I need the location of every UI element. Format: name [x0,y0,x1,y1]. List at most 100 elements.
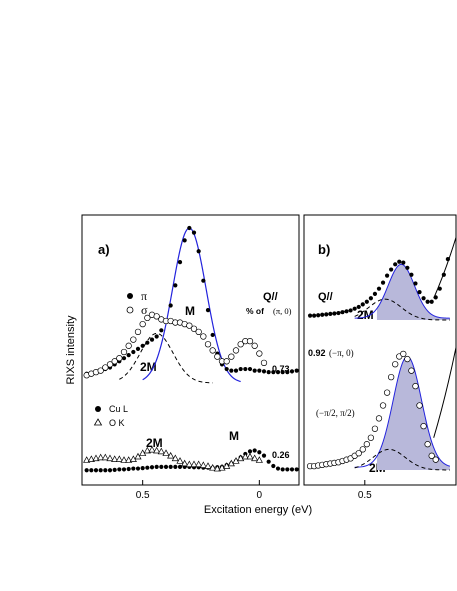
point-π-42 [280,370,285,375]
point-π-27 [210,332,215,338]
point-b-series1-16 [371,425,379,432]
point-cu-l-35 [247,449,253,454]
point-π-10 [131,349,136,355]
point-π-38 [261,369,267,374]
point-cu-l-13 [145,465,150,470]
point-b-series1-30 [428,452,435,459]
point-cu-l-42 [280,467,285,472]
point-σ-3 [97,367,104,374]
q-subheader: % of [246,306,264,316]
point-π-9 [126,353,131,358]
point-cu-l-14 [149,465,155,470]
point-b-series0-4 [324,312,329,317]
point-b-series1-19 [383,389,391,396]
point-σ-26 [204,341,212,348]
point-b-series0-0 [307,313,313,318]
b-top-m-shaded-area [376,264,450,320]
point-o-k-20 [176,457,184,464]
point-cu-l-3 [98,468,103,473]
point-o-k-19 [171,454,179,462]
b-bottom-m-curve [354,355,451,468]
point-b-series0-11 [352,306,357,311]
point-cu-l-41 [275,466,281,471]
point-b-series0-27 [417,290,422,295]
point-b-series1-24 [404,355,411,363]
point-b-series1-27 [416,402,423,409]
point-b-series1-13 [359,446,366,453]
point-o-k-26 [204,462,212,469]
point-b-series0-24 [405,265,410,270]
point-σ-24 [195,328,202,336]
legend-cul-label: Cu L [109,404,128,414]
point-o-k-2 [92,454,100,462]
point-o-k-37 [255,456,263,463]
point-b-series1-29 [424,441,431,448]
point-σ-30 [223,358,230,365]
point-o-k-14 [148,445,156,453]
point-b-series1-25 [408,367,415,374]
point-b-series0-23 [401,260,406,265]
point-cu-l-7 [117,467,122,472]
point-b-series0-16 [372,291,378,296]
point-π-8 [121,356,127,361]
y-axis-label: RIXS intensity [65,315,77,385]
point-b-series0-12 [356,304,361,310]
point-b-series0-14 [364,299,369,304]
point-cu-l-0 [84,468,89,473]
point-cu-l-36 [252,448,257,453]
point-σ-38 [260,359,268,367]
panel-b-label: b) [318,242,330,257]
point-σ-27 [209,347,216,354]
point-b-series1-31 [432,456,439,463]
point-σ-35 [246,338,254,345]
point-b-series1-18 [379,402,387,409]
b-q-value-092: 0.92 [308,348,326,358]
point-π-21 [182,238,187,243]
point-π-39 [266,370,271,375]
point-cu-l-40 [271,463,276,469]
point-b-series0-22 [397,259,402,264]
point-b-series0-6 [332,311,337,316]
point-cu-l-43 [285,467,290,472]
point-π-25 [201,278,206,283]
annotation-2m-top: 2M [140,360,157,374]
point-π-31 [229,368,234,373]
point-cu-l-10 [131,466,136,471]
point-o-k-28 [213,464,221,472]
point-b-series0-2 [316,313,321,318]
point-b-series0-7 [336,310,341,316]
point-σ-5 [106,361,114,368]
legend-ok-marker [93,418,103,426]
point-b-series1-26 [412,383,419,390]
point-cu-l-1 [89,468,94,473]
point-cu-l-6 [112,467,117,472]
point-b-series0-8 [340,310,345,315]
point-π-33 [238,366,243,372]
legend-ok-label: O K [109,418,125,428]
point-b-series0-25 [409,272,414,277]
point-o-k-16 [157,447,165,455]
point-σ-6 [111,358,118,365]
point-o-k-9 [125,456,133,463]
point-π-23 [191,230,197,235]
point-b-series0-32 [437,286,442,291]
point-π-41 [275,370,281,375]
point-o-k-17 [162,449,170,456]
point-o-k-36 [251,454,259,462]
point-o-k-11 [134,452,142,460]
point-cu-l-20 [177,464,183,469]
point-b-series1-20 [387,373,395,381]
point-b-series0-19 [384,273,390,278]
point-o-k-15 [153,446,161,454]
point-o-k-6 [111,455,119,462]
point-cu-l-8 [121,467,127,472]
point-π-32 [233,368,239,373]
point-cu-l-9 [126,466,131,472]
point-o-k-18 [167,451,175,459]
point-cu-l-5 [107,468,113,473]
point-b-series0-30 [429,299,434,304]
point-σ-12 [139,320,146,328]
q-header: Q// [263,291,278,303]
legend-pi-label: π [141,289,147,303]
